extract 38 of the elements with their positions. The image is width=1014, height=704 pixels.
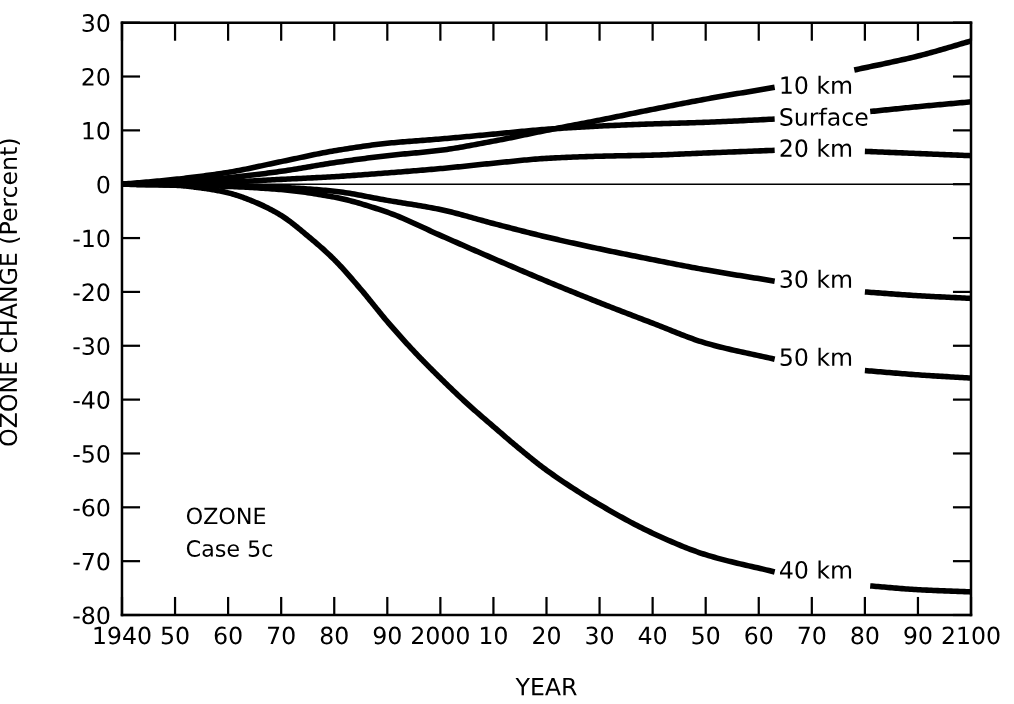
series-label: Surface bbox=[780, 107, 868, 126]
y-tick-label: 30 bbox=[82, 14, 110, 32]
y-tick-label: -20 bbox=[73, 283, 110, 302]
annotation: Case 5c bbox=[186, 540, 273, 557]
y-tick-label: 20 bbox=[82, 67, 110, 86]
x-tick-label: 90 bbox=[904, 626, 932, 645]
x-tick-label: 50 bbox=[692, 626, 720, 645]
x-tick-label: 80 bbox=[851, 626, 879, 645]
y-tick-label: -30 bbox=[73, 337, 110, 356]
x-tick-label: 30 bbox=[586, 626, 614, 645]
x-tick-label: 70 bbox=[268, 626, 295, 645]
x-axis-title: YEAR bbox=[515, 677, 577, 696]
series-label: 40 km bbox=[779, 560, 852, 579]
x-tick-label: 80 bbox=[320, 626, 348, 645]
y-tick-label: -70 bbox=[73, 552, 110, 571]
series-label: 30 km bbox=[780, 269, 852, 288]
x-tick-label: 60 bbox=[745, 626, 773, 645]
series-label: 20 km bbox=[780, 138, 852, 158]
x-tick-label: 50 bbox=[161, 626, 189, 645]
y-tick-label: -80 bbox=[73, 606, 110, 625]
y-tick-label: -50 bbox=[73, 444, 110, 463]
x-tick-label: 90 bbox=[373, 626, 401, 645]
x-tick-label: 60 bbox=[214, 626, 242, 645]
y-tick-label: 10 bbox=[83, 121, 110, 140]
x-tick-label: 1940 bbox=[94, 626, 151, 645]
x-tick-label: 2100 bbox=[942, 626, 1000, 645]
x-tick-label: 10 bbox=[481, 626, 507, 645]
y-tick-label: -60 bbox=[73, 498, 110, 517]
x-tick-label: 2000 bbox=[412, 626, 469, 645]
x-tick-label: 70 bbox=[798, 626, 826, 645]
y-tick-label: -40 bbox=[73, 391, 110, 409]
series-label: 10 km bbox=[781, 75, 852, 95]
y-tick-label: 0 bbox=[97, 175, 110, 194]
x-tick-label: 20 bbox=[533, 626, 560, 645]
annotation: OZONE bbox=[186, 507, 266, 525]
series-label: 50 km bbox=[780, 347, 852, 367]
x-tick-label: 40 bbox=[638, 626, 667, 645]
y-tick-label: -10 bbox=[73, 229, 110, 248]
